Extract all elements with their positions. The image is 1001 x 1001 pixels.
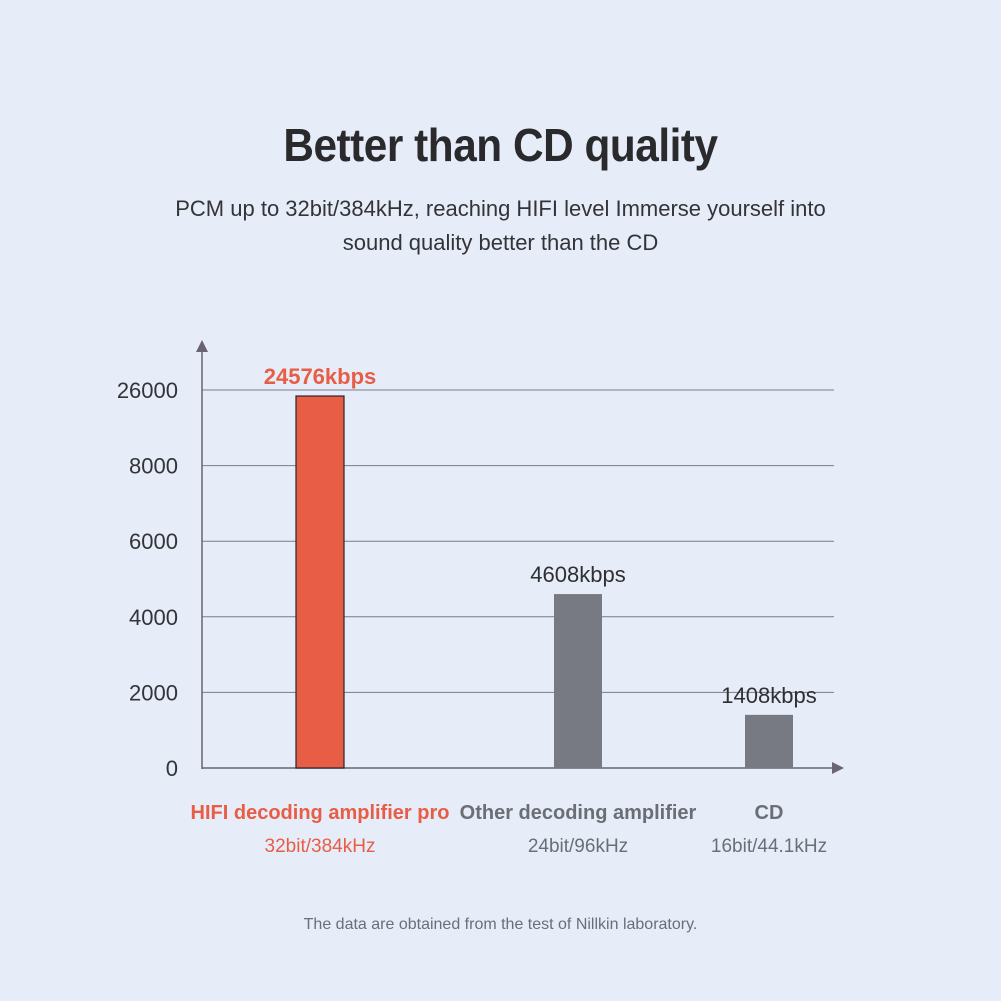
page-subtitle: PCM up to 32bit/384kHz, reaching HIFI le…: [175, 196, 826, 255]
y-tick-labels: 0 2000 4000 6000 8000 26000: [117, 378, 178, 781]
chart-axes: [196, 340, 844, 774]
y-tick-label: 26000: [117, 378, 178, 403]
bar-2: [745, 714, 793, 768]
bar-1: [554, 594, 602, 768]
category-sublabel: 32bit/384kHz: [265, 836, 376, 857]
category-sublabel: 16bit/44.1kHz: [711, 836, 827, 857]
bar-value-label: 24576kbps: [264, 364, 377, 389]
bars: [295, 395, 793, 769]
bar-0: [295, 395, 345, 769]
bar-value-label: 4608kbps: [530, 562, 625, 587]
footnote: The data are obtained from the test of N…: [303, 916, 698, 933]
y-tick-label: 2000: [129, 680, 178, 705]
category-label: HIFI decoding amplifier pro: [191, 802, 450, 824]
y-tick-label: 6000: [129, 529, 178, 554]
page-title: Better than CD quality: [283, 119, 718, 171]
bar-value-label: 1408kbps: [721, 683, 816, 708]
y-axis-arrow-icon: [196, 340, 208, 352]
x-axis-arrow-icon: [832, 762, 844, 774]
category-label: CD: [755, 802, 784, 824]
y-tick-label: 4000: [129, 605, 178, 630]
y-tick-label: 0: [166, 756, 178, 781]
category-sublabel: 24bit/96kHz: [528, 836, 628, 857]
y-tick-label: 8000: [129, 454, 178, 479]
category-label: Other decoding amplifier: [460, 802, 697, 824]
bar-labels: 24576kbps HIFI decoding amplifier pro 32bi…: [191, 364, 828, 857]
